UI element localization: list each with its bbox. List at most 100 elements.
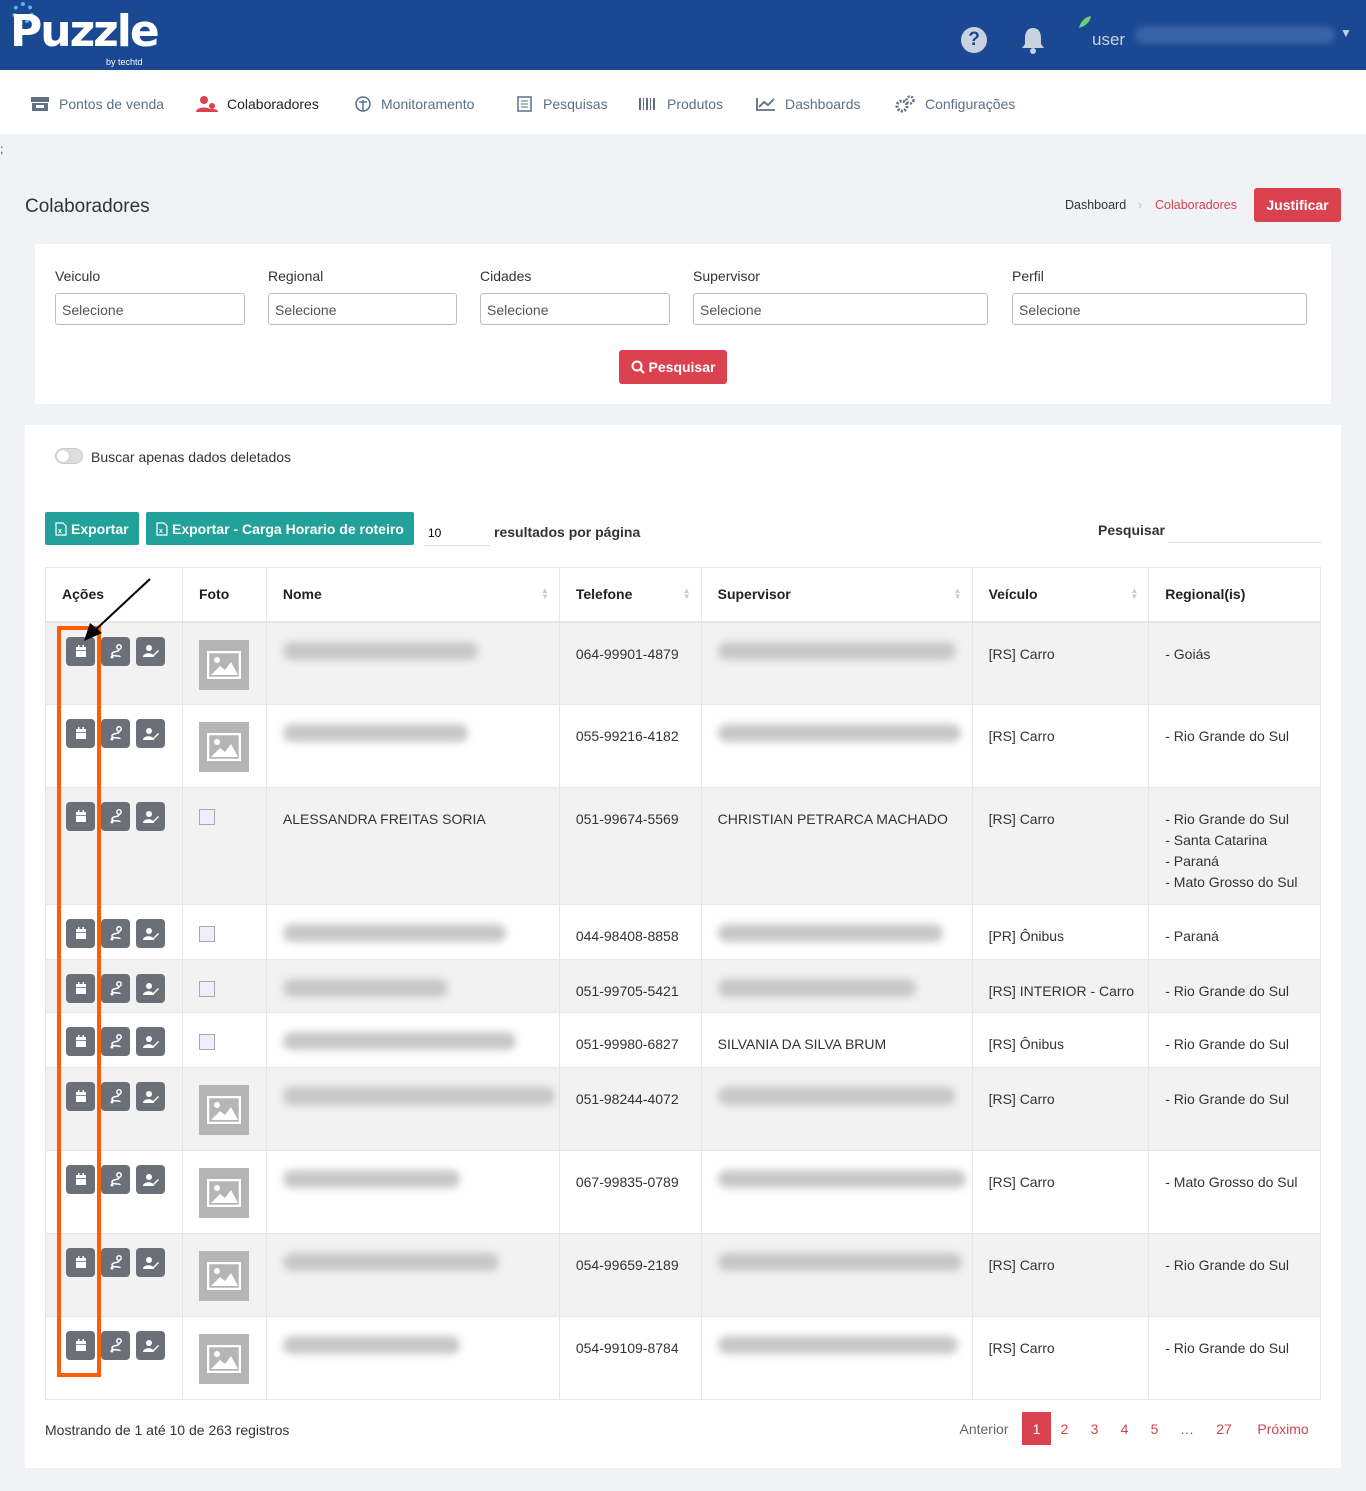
table-row: 054-99659-2189 [RS] Carro - Rio Grande do … xyxy=(45,1233,1321,1317)
page-length-select[interactable] xyxy=(424,520,490,546)
nav-label: Colaboradores xyxy=(227,96,319,112)
column-header[interactable]: Supervisor ▲ ▼ xyxy=(700,567,973,623)
route-icon[interactable] xyxy=(101,1082,130,1111)
route-icon[interactable] xyxy=(101,719,130,748)
name-redacted xyxy=(282,979,448,997)
route-icon[interactable] xyxy=(101,802,130,831)
user-edit-icon[interactable] xyxy=(136,1248,165,1277)
nav-dashboards[interactable]: Dashboards xyxy=(756,94,861,114)
export-button[interactable]: x Exportar xyxy=(45,512,139,545)
deleted-toggle[interactable] xyxy=(55,448,83,464)
export-schedule-button[interactable]: x Exportar - Carga Horario de roteiro xyxy=(146,512,414,545)
vehicle-cell: [RS] Carro xyxy=(971,1233,1149,1317)
calendar-icon[interactable] xyxy=(66,1027,95,1056)
column-header[interactable]: Veículo ▲ ▼ xyxy=(971,567,1149,623)
route-icon[interactable] xyxy=(101,1027,130,1056)
filter-select-regional[interactable]: Selecione xyxy=(268,293,457,325)
phone-cell: 054-99109-8784 xyxy=(558,1316,702,1400)
nav-label: Pontos de venda xyxy=(59,96,165,112)
supervisor-cell xyxy=(700,621,973,705)
user-edit-icon[interactable] xyxy=(136,919,165,948)
regional-item: - Mato Grosso do Sul xyxy=(1165,874,1298,890)
nav-monitoramento[interactable]: Monitoramento xyxy=(354,94,474,114)
chevron-down-icon[interactable]: ▼ xyxy=(1340,26,1352,40)
user-edit-icon[interactable] xyxy=(136,1165,165,1194)
user-edit-icon[interactable] xyxy=(136,802,165,831)
filter-label-cidades: Cidades xyxy=(480,268,532,284)
vehicle-cell: [RS] Ônibus xyxy=(971,1012,1149,1068)
pagination-page[interactable]: 1 xyxy=(1022,1412,1051,1445)
table-row: 051-98244-4072 [RS] Carro - Rio Grande do … xyxy=(45,1067,1321,1151)
calendar-icon[interactable] xyxy=(66,636,95,666)
column-header[interactable]: Nome ▲ ▼ xyxy=(265,567,560,623)
logo[interactable]: Puzzle xyxy=(10,6,160,57)
calendar-icon[interactable] xyxy=(66,1082,95,1111)
vehicle-cell: [PR] Ônibus xyxy=(971,904,1149,960)
user-name[interactable]: user xyxy=(1092,30,1126,49)
calendar-icon[interactable] xyxy=(66,974,95,1003)
column-header[interactable]: Telefone ▲ ▼ xyxy=(558,567,702,623)
calendar-icon[interactable] xyxy=(66,1248,95,1277)
actions-cell xyxy=(45,1012,183,1068)
nav-colaboradores[interactable]: Colaboradores xyxy=(196,94,319,114)
sort-icon[interactable]: ▲ ▼ xyxy=(540,586,549,601)
phone-cell: 051-99674-5569 xyxy=(558,787,702,905)
calendar-icon[interactable] xyxy=(66,919,95,948)
pagination-page[interactable]: 27 xyxy=(1216,1420,1232,1437)
pagination-previous[interactable]: Anterior xyxy=(959,1420,1009,1437)
user-edit-icon[interactable] xyxy=(136,1331,165,1360)
filter-select-supervisor[interactable]: Selecione xyxy=(693,293,988,325)
route-icon[interactable] xyxy=(101,974,130,1003)
calendar-icon[interactable] xyxy=(66,719,95,748)
regional-cell: - Rio Grande do Sul xyxy=(1148,1316,1321,1400)
user-edit-icon[interactable] xyxy=(136,1027,165,1056)
vehicle-cell: [RS] Carro xyxy=(971,621,1149,705)
pagination-next[interactable]: Próximo xyxy=(1257,1420,1309,1437)
regional-cell: - Rio Grande do Sul xyxy=(1148,1012,1321,1068)
user-edit-icon[interactable] xyxy=(136,1082,165,1111)
calendar-icon[interactable] xyxy=(66,802,95,831)
pagination-page[interactable]: 2 xyxy=(1060,1420,1069,1437)
supervisor-redacted xyxy=(717,641,956,660)
nav-label: Monitoramento xyxy=(381,96,475,112)
calendar-icon[interactable] xyxy=(66,1165,95,1194)
nav-pontos-de-venda[interactable]: Pontos de venda xyxy=(30,94,164,114)
sort-icon[interactable]: ▲ ▼ xyxy=(682,586,691,601)
calendar-icon[interactable] xyxy=(66,1331,95,1360)
filter-select-cidades[interactable]: Selecione xyxy=(480,293,670,325)
image-placeholder-icon xyxy=(198,1251,249,1301)
column-header-label: Telefone xyxy=(575,586,633,603)
route-icon[interactable] xyxy=(101,1248,130,1277)
user-edit-icon[interactable] xyxy=(136,636,165,666)
nav-pesquisas[interactable]: Pesquisas xyxy=(516,94,608,114)
user-edit-icon[interactable] xyxy=(136,719,165,748)
filter-select-perfil[interactable]: Selecione xyxy=(1012,293,1307,325)
regional-cell: - Mato Grosso do Sul xyxy=(1148,1150,1321,1234)
supervisor-cell: CHRISTIAN PETRARCA MACHADO xyxy=(700,787,973,905)
route-icon[interactable] xyxy=(101,636,130,666)
breadcrumb-home[interactable]: Dashboard xyxy=(1065,198,1127,212)
user-edit-icon[interactable] xyxy=(136,974,165,1003)
route-icon[interactable] xyxy=(101,1331,130,1360)
justify-button[interactable]: Justificar xyxy=(1254,188,1341,222)
pagination-page[interactable]: 3 xyxy=(1090,1420,1099,1437)
sort-icon[interactable]: ▲ ▼ xyxy=(1130,586,1139,601)
pagination-page[interactable]: 4 xyxy=(1120,1420,1129,1437)
search-button[interactable]: Pesquisar xyxy=(619,350,727,384)
filter-label-perfil: Perfil xyxy=(1012,268,1044,284)
nav-configuracoes[interactable]: Configurações xyxy=(894,94,1015,114)
broken-image-icon xyxy=(198,809,215,825)
help-icon[interactable]: ? xyxy=(961,27,987,53)
nav-produtos[interactable]: Produtos xyxy=(638,94,723,114)
breadcrumb-separator: › xyxy=(1138,198,1143,212)
supervisor-cell xyxy=(700,1233,973,1317)
table-search-input[interactable] xyxy=(1168,515,1321,543)
bell-icon[interactable] xyxy=(1020,26,1046,54)
table-row: 051-99705-5421 [RS] INTERIOR - Carro - Rio… xyxy=(45,959,1321,1013)
filter-select-veiculo[interactable]: Selecione xyxy=(55,293,245,325)
cogs-icon xyxy=(895,95,915,113)
sort-icon[interactable]: ▲ ▼ xyxy=(953,586,962,601)
route-icon[interactable] xyxy=(101,1165,130,1194)
route-icon[interactable] xyxy=(101,919,130,948)
pagination-page[interactable]: 5 xyxy=(1150,1420,1159,1437)
